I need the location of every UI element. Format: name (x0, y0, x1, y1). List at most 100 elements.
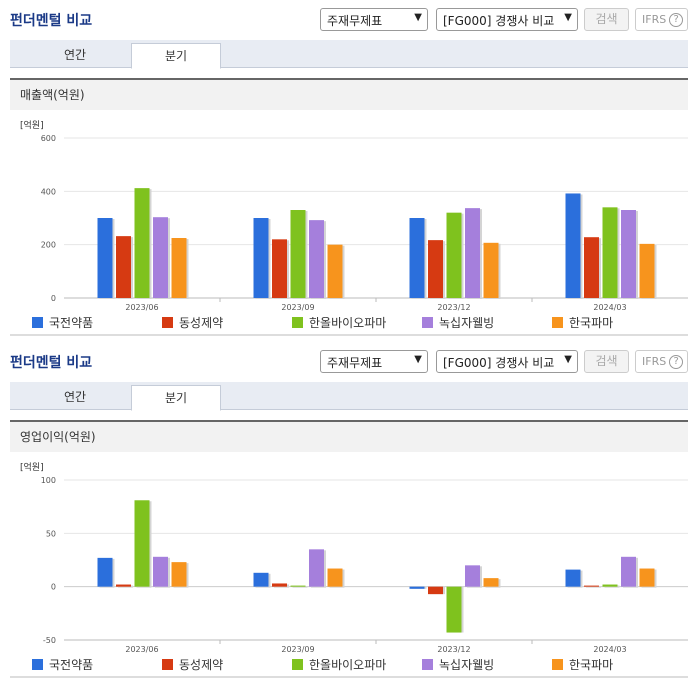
bar[interactable] (621, 556, 636, 587)
bar[interactable] (565, 569, 581, 587)
panel-title: 펀더멘털 비교 (10, 355, 93, 371)
legend-label: 동성제약 (179, 658, 224, 672)
help-icon[interactable]: ? (669, 355, 684, 369)
bar[interactable] (309, 549, 324, 587)
y-tick-label: 200 (41, 241, 56, 250)
bar[interactable] (428, 240, 443, 298)
statement-select[interactable]: 주재무제표 ▼ (320, 350, 428, 373)
fundamental-panel-revenue: 펀더멘털 비교 주재무제표 ▼ [FG000] 경쟁사 비교 ▼ 검색 IFRS… (10, 8, 688, 336)
bar[interactable] (409, 218, 425, 298)
y-tick-label: 0 (51, 583, 56, 592)
legend-item[interactable]: 녹십자웰빙 (422, 656, 494, 673)
bar-shadow (586, 586, 601, 588)
legend-swatch (32, 659, 43, 670)
bar[interactable] (465, 565, 480, 587)
tab-quarterly[interactable]: 분기 (131, 43, 221, 69)
bar[interactable] (327, 568, 343, 587)
legend-item[interactable]: 동성제약 (162, 656, 223, 673)
bar[interactable] (272, 583, 287, 587)
legend-swatch (162, 317, 173, 328)
bar[interactable] (483, 242, 499, 298)
y-tick-label: 0 (51, 294, 56, 303)
chevron-down-icon: ▼ (564, 354, 572, 365)
legend-item[interactable]: 한국파마 (552, 314, 613, 331)
bar[interactable] (253, 218, 269, 298)
bar[interactable] (446, 586, 462, 633)
x-tick-label: 2024/03 (593, 303, 626, 312)
bar[interactable] (272, 239, 287, 298)
statement-select[interactable]: 주재무제표 ▼ (320, 8, 428, 31)
tab-quarterly[interactable]: 분기 (131, 385, 221, 411)
bar[interactable] (446, 212, 462, 298)
legend-swatch (292, 317, 303, 328)
bar[interactable] (253, 572, 269, 587)
peer-select-value: [FG000] 경쟁사 비교 (443, 14, 555, 28)
legend-label: 한국파마 (569, 658, 614, 672)
legend-swatch (422, 317, 433, 328)
legend-label: 녹십자웰빙 (439, 316, 495, 330)
bar[interactable] (602, 207, 618, 298)
bar[interactable] (327, 244, 343, 298)
peer-select-value: [FG000] 경쟁사 비교 (443, 356, 555, 370)
bar[interactable] (171, 238, 187, 298)
legend-label: 녹십자웰빙 (439, 658, 495, 672)
bar[interactable] (639, 568, 655, 587)
legend-label: 한올바이오파마 (309, 316, 387, 330)
bar[interactable] (639, 243, 655, 298)
search-button[interactable]: 검색 (584, 350, 629, 373)
legend-label: 동성제약 (179, 316, 224, 330)
bar[interactable] (309, 220, 324, 298)
tab-annual[interactable]: 연간 (63, 48, 87, 62)
x-tick-label: 2024/03 (593, 645, 626, 654)
statement-select-value: 주재무제표 (327, 14, 383, 28)
search-button[interactable]: 검색 (584, 8, 629, 31)
legend-swatch (162, 659, 173, 670)
y-tick-label: 100 (41, 476, 56, 485)
legend-item[interactable]: 한올바이오파마 (292, 656, 386, 673)
bar-chart-revenue: [억원] 0 200 400 600 2023/06 2023/09 2023/12 2024/… (20, 119, 688, 312)
legend-label: 국전약품 (49, 316, 94, 330)
x-tick-label: 2023/12 (437, 645, 470, 654)
bar[interactable] (483, 578, 499, 587)
legend-item[interactable]: 한올바이오파마 (292, 314, 386, 331)
bar[interactable] (134, 188, 150, 298)
chevron-down-icon: ▼ (414, 354, 422, 365)
help-icon[interactable]: ? (669, 13, 684, 27)
ifrs-toggle[interactable]: IFRS? (635, 8, 688, 31)
bar[interactable] (584, 585, 599, 587)
legend-item[interactable]: 국전약품 (32, 314, 93, 331)
bar[interactable] (97, 557, 113, 587)
bar[interactable] (290, 210, 306, 298)
legend-label: 한올바이오파마 (309, 658, 387, 672)
bar[interactable] (134, 500, 150, 587)
y-tick-label: -50 (43, 636, 56, 645)
bar[interactable] (584, 237, 599, 298)
x-tick-label: 2023/06 (125, 303, 158, 312)
bar[interactable] (602, 584, 618, 587)
legend-item[interactable]: 녹십자웰빙 (422, 314, 494, 331)
bar[interactable] (116, 236, 131, 298)
legend-item[interactable]: 한국파마 (552, 656, 613, 673)
legend-swatch (422, 659, 433, 670)
peer-select[interactable]: [FG000] 경쟁사 비교 ▼ (436, 8, 578, 31)
x-tick-label: 2023/09 (281, 645, 314, 654)
bar[interactable] (428, 586, 443, 595)
chevron-down-icon: ▼ (414, 12, 422, 23)
bar[interactable] (565, 193, 581, 298)
ifrs-toggle[interactable]: IFRS? (635, 350, 688, 373)
tab-annual[interactable]: 연간 (63, 390, 87, 404)
y-axis-unit-label: [억원] (20, 461, 44, 473)
legend-item[interactable]: 국전약품 (32, 656, 93, 673)
peer-select[interactable]: [FG000] 경쟁사 비교 ▼ (436, 350, 578, 373)
bar[interactable] (621, 210, 636, 298)
bar[interactable] (153, 217, 168, 298)
bar[interactable] (153, 556, 168, 587)
bar[interactable] (290, 585, 306, 587)
bar[interactable] (171, 562, 187, 587)
legend-item[interactable]: 동성제약 (162, 314, 223, 331)
bar[interactable] (465, 208, 480, 298)
bar[interactable] (116, 584, 131, 587)
period-tabs: 연간 분기 (10, 382, 688, 411)
bar[interactable] (409, 586, 425, 589)
bar[interactable] (97, 218, 113, 298)
